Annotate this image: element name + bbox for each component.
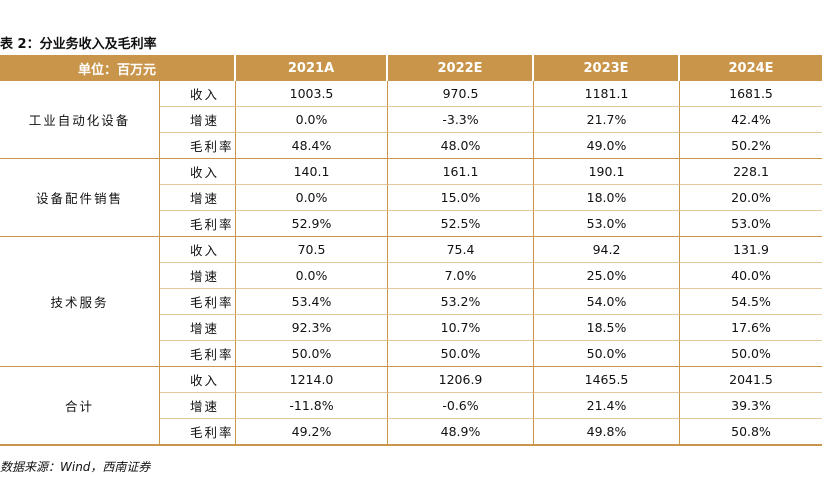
unit-label: 单位：百万元 — [0, 55, 237, 81]
metric-label: 增速 — [160, 185, 237, 211]
table-cell: -3.3% — [388, 107, 535, 133]
table-cell: 48.0% — [388, 133, 535, 159]
table-title: 表 2：分业务收入及毛利率 — [0, 37, 157, 52]
table-cell: 21.4% — [534, 393, 681, 419]
table-cell: 49.2% — [236, 419, 389, 446]
table-cell: 39.3% — [680, 393, 823, 419]
table-row: 毛利率 50.0% 50.0% 50.0% 50.0% — [0, 341, 823, 367]
table-row: 合计 收入 1214.0 1206.9 1465.5 2041.5 — [0, 367, 823, 446]
table-cell: 17.6% — [680, 315, 823, 341]
table-cell: 50.0% — [236, 341, 389, 367]
table-cell: 49.0% — [534, 133, 681, 159]
table-cell: 1681.5 — [680, 81, 823, 107]
table-header-row: 单位：百万元 2021A 2022E 2023E 2024E — [0, 55, 823, 81]
year-header: 2021A — [236, 55, 389, 81]
table-cell: 15.0% — [388, 185, 535, 211]
metric-label: 增速 — [160, 393, 237, 419]
table-row: 增速 0.0% -3.3% 21.7% 42.4% — [0, 107, 823, 133]
table-row: 毛利率 48.4% 48.0% 49.0% 50.2% — [0, 133, 823, 159]
table-cell: 50.0% — [680, 341, 823, 367]
source-note: 数据来源：Wind，西南证券 — [0, 460, 151, 474]
table-cell: 0.0% — [236, 263, 389, 289]
table-row: 增速 -11.8% -0.6% 21.4% 39.3% — [0, 393, 823, 419]
table-cell: 52.5% — [388, 211, 535, 237]
metric-label: 收入 — [160, 159, 237, 185]
table-cell: 1206.9 — [388, 367, 535, 393]
table-cell: 7.0% — [388, 263, 535, 289]
table-cell: 18.5% — [534, 315, 681, 341]
table-cell: 52.9% — [236, 211, 389, 237]
table-cell: 970.5 — [388, 81, 535, 107]
table-row: 工业自动化设备 收入 1003.5 970.5 1181.1 1681.5 — [0, 81, 823, 159]
table-cell: 54.0% — [534, 289, 681, 315]
table-cell: 0.0% — [236, 185, 389, 211]
table-cell: 140.1 — [236, 159, 389, 185]
table-cell: -0.6% — [388, 393, 535, 419]
metric-label: 收入 — [160, 237, 237, 263]
table-cell: 1003.5 — [236, 81, 389, 107]
year-header: 2022E — [388, 55, 535, 81]
table-cell: 53.0% — [534, 211, 681, 237]
table-row: 增速 92.3% 10.7% 18.5% 17.6% — [0, 315, 823, 341]
table-row: 技术服务 收入 70.5 75.4 94.2 131.9 — [0, 237, 823, 367]
table-cell: 70.5 — [236, 237, 389, 263]
table-cell: 10.7% — [388, 315, 535, 341]
table-cell: 53.0% — [680, 211, 823, 237]
table-cell: 131.9 — [680, 237, 823, 263]
segment-name: 设备配件销售 — [0, 159, 160, 237]
metric-label: 毛利率 — [160, 419, 237, 446]
table-cell: 1181.1 — [534, 81, 681, 107]
table-cell: 21.7% — [534, 107, 681, 133]
table-cell: 190.1 — [534, 159, 681, 185]
table-cell: 48.9% — [388, 419, 535, 446]
table-cell: 54.5% — [680, 289, 823, 315]
segment-name: 技术服务 — [0, 237, 160, 367]
table-cell: 161.1 — [388, 159, 535, 185]
table-cell: 53.4% — [236, 289, 389, 315]
table-row: 毛利率 49.2% 48.9% 49.8% 50.8% — [0, 419, 823, 446]
table-cell: 2041.5 — [680, 367, 823, 393]
metric-label: 收入 — [160, 367, 237, 393]
table-row: 毛利率 52.9% 52.5% 53.0% 53.0% — [0, 211, 823, 237]
segment-name: 工业自动化设备 — [0, 81, 160, 159]
table-row: 毛利率 53.4% 53.2% 54.0% 54.5% — [0, 289, 823, 315]
metric-label: 增速 — [160, 263, 237, 289]
table-cell: 25.0% — [534, 263, 681, 289]
table-cell: 1214.0 — [236, 367, 389, 393]
table-cell: 48.4% — [236, 133, 389, 159]
table-cell: 50.8% — [680, 419, 823, 446]
metric-label: 增速 — [160, 315, 237, 341]
table-row: 增速 0.0% 15.0% 18.0% 20.0% — [0, 185, 823, 211]
metric-label: 毛利率 — [160, 289, 237, 315]
metric-label: 毛利率 — [160, 341, 237, 367]
table-cell: 1465.5 — [534, 367, 681, 393]
table-cell: 42.4% — [680, 107, 823, 133]
metric-label: 毛利率 — [160, 133, 237, 159]
metric-label: 收入 — [160, 81, 237, 107]
table-cell: 50.2% — [680, 133, 823, 159]
table-cell: 49.8% — [534, 419, 681, 446]
year-header: 2023E — [534, 55, 681, 81]
revenue-margin-table: 单位：百万元 2021A 2022E 2023E 2024E 工业自动化设备 收入… — [0, 55, 823, 446]
table-cell: 18.0% — [534, 185, 681, 211]
metric-label: 增速 — [160, 107, 237, 133]
table-cell: 228.1 — [680, 159, 823, 185]
table-cell: 0.0% — [236, 107, 389, 133]
table-cell: 53.2% — [388, 289, 535, 315]
table-cell: 50.0% — [534, 341, 681, 367]
table-cell: -11.8% — [236, 393, 389, 419]
segment-name: 合计 — [0, 367, 160, 446]
table-cell: 50.0% — [388, 341, 535, 367]
table-cell: 92.3% — [236, 315, 389, 341]
table-cell: 94.2 — [534, 237, 681, 263]
table-cell: 40.0% — [680, 263, 823, 289]
table-body: 工业自动化设备 收入 1003.5 970.5 1181.1 1681.5 增速 0.0% -3… — [0, 81, 823, 446]
table-row: 设备配件销售 收入 140.1 161.1 190.1 228.1 — [0, 159, 823, 237]
table-cell: 20.0% — [680, 185, 823, 211]
year-header: 2024E — [680, 55, 823, 81]
metric-label: 毛利率 — [160, 211, 237, 237]
table-row: 增速 0.0% 7.0% 25.0% 40.0% — [0, 263, 823, 289]
table-cell: 75.4 — [388, 237, 535, 263]
